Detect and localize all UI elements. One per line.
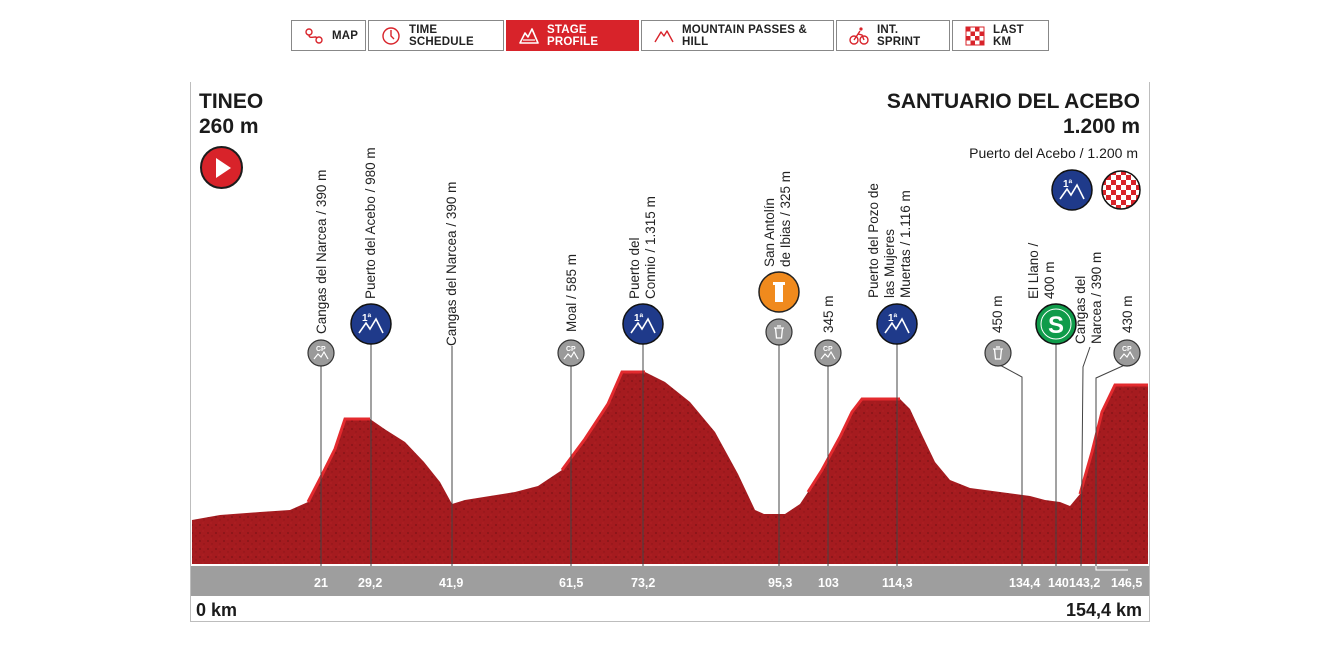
mountain-badge-114: 1ª bbox=[876, 303, 918, 345]
point-label-41: Cangas del Narcea / 390 m bbox=[444, 181, 459, 346]
km-label-95: 95,3 bbox=[768, 576, 793, 590]
waste-badge-95 bbox=[765, 318, 793, 346]
tab-mountain-passes-label: MOUNTAIN PASSES & HILL bbox=[682, 23, 808, 48]
point-label-143: Cangas del Narcea / 390 m bbox=[1073, 251, 1104, 344]
km-label-143: 143,2 bbox=[1069, 576, 1101, 590]
km-start: 0 km bbox=[196, 600, 238, 620]
point-label-61: Moal / 585 m bbox=[564, 253, 579, 332]
marker-line-146 bbox=[1095, 363, 1128, 566]
waste-badge-134 bbox=[984, 339, 1012, 367]
svg-text:CP: CP bbox=[823, 346, 833, 353]
mountain-profile-icon bbox=[519, 26, 539, 46]
svg-text:1ª: 1ª bbox=[888, 313, 898, 324]
play-icon bbox=[216, 157, 231, 178]
km-label-134: 134,4 bbox=[1009, 576, 1041, 590]
tab-int-sprint[interactable]: INT. SPRINT bbox=[836, 20, 950, 51]
point-label-146: 430 m bbox=[1120, 295, 1135, 333]
stage-profile: CP CP CP CP 1ª 1ª 1ª 1ª bbox=[190, 82, 1150, 622]
clock-icon bbox=[381, 26, 401, 46]
checkered-flag-icon bbox=[965, 26, 985, 46]
marker-line-134 bbox=[997, 363, 1023, 566]
tab-map-label: MAP bbox=[332, 29, 359, 42]
km-end: 154,4 km bbox=[1065, 600, 1142, 620]
cp-badge-61: CP bbox=[557, 339, 585, 367]
tab-time-schedule[interactable]: TIME SCHEDULE bbox=[368, 20, 504, 51]
marker-lines bbox=[320, 344, 1128, 571]
km-label-140: 140 bbox=[1048, 576, 1069, 590]
mountain-badge-73: 1ª bbox=[622, 303, 664, 345]
point-label-73: Puerto del Connio / 1.315 m bbox=[627, 196, 658, 299]
tab-last-km[interactable]: LAST KM bbox=[952, 20, 1049, 51]
km-label-114: 114,3 bbox=[882, 576, 913, 590]
tab-last-km-label: LAST KM bbox=[993, 23, 1024, 48]
point-label-29: Puerto del Acebo / 980 m bbox=[363, 147, 378, 299]
km-label-61: 61,5 bbox=[559, 576, 584, 590]
point-label-140: El Llano /400 m bbox=[1026, 242, 1057, 299]
point-label-95: San Antolín de Ibias / 325 m bbox=[762, 170, 793, 267]
mountain-badge-finish: 1ª bbox=[1051, 169, 1093, 211]
profile-graphic: CP CP CP CP 1ª 1ª 1ª 1ª bbox=[190, 82, 1150, 622]
play-button[interactable] bbox=[200, 146, 243, 189]
cp-badge-103: CP bbox=[814, 339, 842, 367]
tab-stage-profile-label: STAGE PROFILE bbox=[547, 23, 599, 48]
tab-int-sprint-label: INT. SPRINT bbox=[877, 23, 921, 48]
tab-mountain-passes[interactable]: MOUNTAIN PASSES & HILL bbox=[641, 20, 834, 51]
svg-text:1ª: 1ª bbox=[362, 313, 372, 324]
km-label-29: 29,2 bbox=[358, 576, 383, 590]
svg-text:CP: CP bbox=[1122, 346, 1132, 353]
start-town: TINEO bbox=[199, 90, 264, 113]
sprint-badge: S bbox=[1035, 303, 1077, 345]
tab-map[interactable]: MAP bbox=[291, 20, 366, 51]
cp-badge-146: CP bbox=[1113, 339, 1141, 367]
feed-zone-badge bbox=[758, 271, 800, 313]
mountain-icon bbox=[654, 26, 674, 46]
km-label-146: 146,5 bbox=[1111, 576, 1143, 590]
map-route-icon bbox=[304, 26, 324, 46]
finish-climb: Puerto del Acebo / 1.200 m bbox=[969, 145, 1138, 161]
svg-text:1ª: 1ª bbox=[1063, 179, 1073, 190]
cp-badges: CP CP CP CP bbox=[307, 339, 1141, 367]
tab-time-schedule-label: TIME SCHEDULE bbox=[409, 23, 474, 48]
profile-tab-bar: MAP TIME SCHEDULE STAGE PROFILE MOUNTAIN… bbox=[291, 20, 1051, 51]
tab-stage-profile[interactable]: STAGE PROFILE bbox=[506, 20, 639, 51]
point-label-103: 345 m bbox=[821, 295, 836, 333]
point-label-21: Cangas del Narcea / 390 m bbox=[314, 169, 329, 334]
svg-text:CP: CP bbox=[316, 346, 326, 353]
elevation-profile bbox=[192, 372, 1148, 564]
finish-town: SANTUARIO DEL ACEBO bbox=[886, 90, 1140, 113]
km-label-21: 21 bbox=[314, 576, 328, 590]
km-label-41: 41,9 bbox=[439, 576, 464, 590]
km-axis-band bbox=[191, 566, 1149, 596]
km-label-73: 73,2 bbox=[631, 576, 656, 590]
climb-edge-3 bbox=[806, 397, 900, 493]
start-altitude: 260 m bbox=[199, 115, 259, 138]
climb-edge-2 bbox=[560, 370, 645, 471]
point-label-134: 450 m bbox=[990, 295, 1005, 333]
point-label-114: Puerto del Pozo de las Mujeres Muertas / 1… bbox=[866, 183, 913, 298]
climb-edge-4 bbox=[1078, 383, 1148, 495]
svg-text:1ª: 1ª bbox=[634, 313, 644, 324]
marker-line-146-tail bbox=[1095, 566, 1128, 571]
svg-text:S: S bbox=[1048, 312, 1064, 339]
marker-line-143 bbox=[1080, 346, 1091, 567]
km-label-103: 103 bbox=[818, 576, 839, 590]
cp-badge-21: CP bbox=[307, 339, 335, 367]
mountain-badge-29: 1ª bbox=[350, 303, 392, 345]
svg-text:CP: CP bbox=[566, 346, 576, 353]
climb-edge-1 bbox=[306, 417, 370, 503]
finish-altitude: 1.200 m bbox=[1062, 115, 1140, 138]
cyclist-icon bbox=[849, 26, 869, 46]
